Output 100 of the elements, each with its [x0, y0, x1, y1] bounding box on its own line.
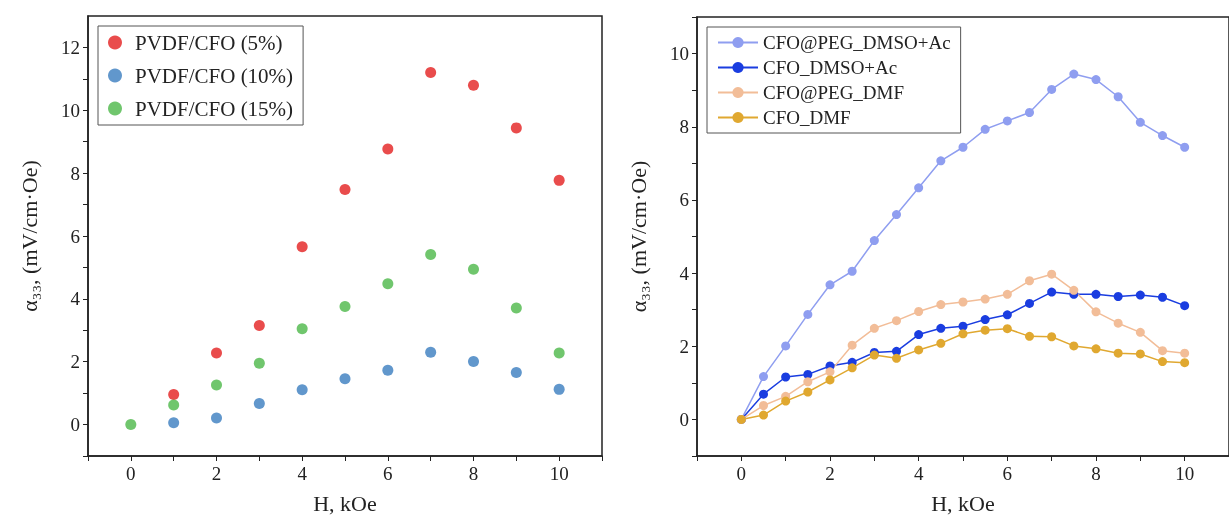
legend-label: CFO@PEG_DMF: [763, 82, 905, 103]
legend-label: CFO_DMF: [763, 107, 851, 128]
point: [296, 241, 308, 253]
point: [980, 315, 990, 325]
point: [803, 309, 813, 319]
x-tick-label: 2: [211, 463, 222, 484]
point: [958, 329, 968, 339]
point: [425, 249, 437, 261]
point: [1158, 346, 1167, 356]
point: [847, 340, 857, 350]
point: [382, 278, 394, 290]
point: [1091, 307, 1101, 317]
point: [914, 307, 924, 316]
point: [869, 323, 879, 333]
point: [1069, 285, 1079, 295]
point: [1047, 84, 1057, 94]
point: [803, 377, 813, 387]
point: [1135, 117, 1145, 127]
point: [1047, 287, 1057, 297]
point: [1158, 131, 1167, 141]
x-tick-label: 6: [1002, 463, 1013, 484]
point: [1002, 289, 1012, 299]
x-tick-label: 8: [468, 463, 479, 484]
y-tick-label: 12: [61, 36, 80, 58]
point: [253, 320, 265, 332]
point: [468, 263, 479, 275]
point: [553, 383, 565, 395]
point: [847, 363, 857, 373]
point: [1002, 324, 1012, 334]
point: [825, 280, 835, 290]
y-tick-label: 4: [679, 262, 690, 284]
point: [1158, 357, 1167, 367]
point: [892, 353, 901, 363]
point: [803, 387, 813, 397]
y-axis-title: α₃₃, (mV/cm·Oe): [16, 160, 42, 312]
point: [1047, 332, 1057, 342]
point: [1091, 289, 1101, 299]
point: [1025, 298, 1034, 308]
legend-label: CFO_DMSO+Ac: [763, 57, 898, 78]
point: [803, 369, 813, 379]
point: [1002, 116, 1012, 126]
point: [468, 79, 479, 91]
point: [553, 174, 565, 186]
point: [168, 417, 180, 429]
point: [1091, 75, 1101, 85]
point: [936, 300, 946, 310]
point: [892, 210, 901, 220]
x-tick-label: 0: [126, 463, 136, 484]
point: [1180, 301, 1190, 311]
point: [382, 143, 394, 155]
x-tick-label: 8: [1091, 463, 1101, 484]
y-tick-label: 4: [70, 288, 81, 310]
y-tick-label: 8: [679, 116, 689, 138]
point: [1025, 107, 1034, 117]
point: [1047, 269, 1057, 279]
point: [781, 372, 791, 382]
point: [510, 366, 522, 378]
point: [253, 357, 265, 369]
y-tick-label: 2: [679, 335, 689, 357]
y-tick-label: 0: [679, 408, 689, 430]
point: [1069, 69, 1079, 79]
point: [1091, 344, 1101, 354]
point: [1002, 310, 1012, 320]
point: [1180, 358, 1190, 368]
point: [1025, 276, 1034, 286]
point: [914, 183, 924, 193]
point: [781, 396, 791, 406]
y-tick-label: 8: [70, 162, 80, 184]
point: [1180, 142, 1190, 152]
point: [936, 323, 946, 333]
point: [296, 323, 308, 335]
point: [1135, 327, 1145, 337]
point: [781, 341, 791, 351]
point: [936, 338, 946, 348]
point: [339, 183, 351, 195]
y-tick-label: 2: [70, 351, 80, 373]
legend-label: PVDF/CFO (15%): [135, 96, 294, 121]
legend-label: PVDF/CFO (5%): [135, 30, 283, 55]
point: [958, 321, 968, 331]
point: [914, 345, 924, 355]
point: [1069, 341, 1079, 351]
point: [958, 142, 968, 152]
y-tick-label: 6: [679, 189, 689, 211]
point: [847, 266, 857, 276]
point: [425, 67, 437, 79]
x-tick-label: 4: [297, 463, 308, 484]
point: [1135, 349, 1145, 359]
point: [759, 389, 768, 399]
point: [936, 156, 946, 166]
y-tick-label: 10: [61, 99, 80, 121]
point: [1113, 292, 1123, 301]
point: [759, 401, 768, 411]
x-axis-title: H, kOe: [313, 490, 377, 516]
point: [759, 372, 768, 382]
legend-label: PVDF/CFO (10%): [135, 63, 294, 88]
point: [211, 347, 222, 359]
point: [1113, 348, 1123, 358]
point: [168, 388, 180, 400]
point: [892, 316, 901, 326]
point: [211, 379, 222, 391]
